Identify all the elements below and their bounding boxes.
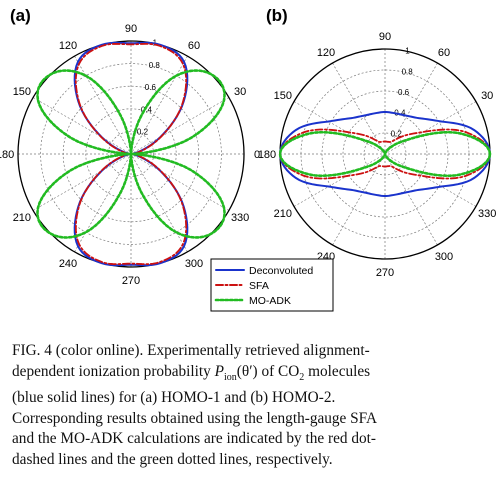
r-tick-label: 0.6 <box>145 83 157 92</box>
grid-circle <box>108 131 154 177</box>
r-tick-label: 1 <box>405 47 410 56</box>
r-tick-label: 0.4 <box>141 105 153 114</box>
angle-tick-label: 210 <box>13 212 31 224</box>
angle-tick-label: 150 <box>13 86 31 98</box>
polar-frame <box>17 40 245 268</box>
series-mo-adk <box>278 130 492 178</box>
angle-tick-label: 330 <box>478 208 496 220</box>
angle-tick-label: 30 <box>481 90 493 102</box>
angle-tick-label: 30 <box>234 86 246 98</box>
angle-tick-label: 240 <box>59 258 77 270</box>
r-tick-label: 0.6 <box>398 88 410 97</box>
angle-tick-label: 120 <box>59 40 77 52</box>
r-tick-label: 0.2 <box>391 129 403 138</box>
r-tick-label: 0.2 <box>137 128 149 137</box>
angle-tick-label: 180 <box>0 149 14 161</box>
caption-line-5: and the MO-ADK calculations are indicate… <box>12 430 377 448</box>
grid-circle <box>85 108 177 200</box>
angle-tick-label: 0 <box>254 149 260 161</box>
caption-line-6: dashed lines and the green dotted lines,… <box>12 451 333 469</box>
angle-tick-label: 270 <box>376 267 394 279</box>
caption-subscript-ion: ion <box>224 371 237 383</box>
angle-tick-label: 60 <box>438 47 450 59</box>
r-tick-label: 0.4 <box>394 109 406 118</box>
caption-line-4: Corresponding results obtained using the… <box>12 409 378 427</box>
series-mo-adk <box>36 69 226 239</box>
caption-text: (θ′) of CO <box>236 362 300 380</box>
caption-text: molecules <box>304 362 371 380</box>
polar-chart-b: (b)0.20.40.60.81030609012015018021024027… <box>258 6 500 279</box>
angle-tick-label: 60 <box>188 40 200 52</box>
grid-circle <box>40 63 222 245</box>
angle-tick-label: 120 <box>317 47 335 59</box>
angle-tick-label: 300 <box>185 258 203 270</box>
legend-label: MO-ADK <box>249 295 291 307</box>
angle-tick-label: 300 <box>435 251 453 263</box>
angle-tick-label: 210 <box>274 208 292 220</box>
r-tick-label: 0.8 <box>149 61 161 70</box>
angle-tick-label: 180 <box>258 149 276 161</box>
panel-label: (a) <box>10 6 31 25</box>
legend: Deconvoluted SFA MO-ADK <box>210 258 334 312</box>
caption-line-3: (blue solid lines) for (a) HOMO-1 and (b… <box>12 389 336 407</box>
angle-tick-label: 90 <box>379 31 391 43</box>
panel-label: (b) <box>266 6 288 25</box>
polar-chart-a: (a)0.20.40.60.81030609012015018021024027… <box>0 6 260 287</box>
r-tick-label: 0.8 <box>402 67 414 76</box>
caption-symbol-p: P <box>214 362 224 380</box>
caption-text: dependent ionization probability <box>12 362 215 380</box>
angle-tick-label: 330 <box>231 212 249 224</box>
angle-tick-label: 150 <box>274 90 292 102</box>
legend-label: SFA <box>249 280 269 292</box>
legend-label: Deconvoluted <box>249 265 313 277</box>
angle-tick-label: 270 <box>122 275 140 287</box>
caption-subscript-2: 2 <box>299 371 305 383</box>
figure: (a) 0.2 0.4 0.6 0.8 1 0 30 60 90 120 150 180 210 240 27… <box>0 6 500 312</box>
caption-line-1: FIG. 4 (color online). Experimentally re… <box>12 342 370 359</box>
figure-caption: FIG. 4 (color online). Experimentally re… <box>12 341 492 471</box>
angle-tick-label: 90 <box>125 23 137 35</box>
caption-line-2: dependent ionization probability Pion(θ′… <box>12 362 492 389</box>
